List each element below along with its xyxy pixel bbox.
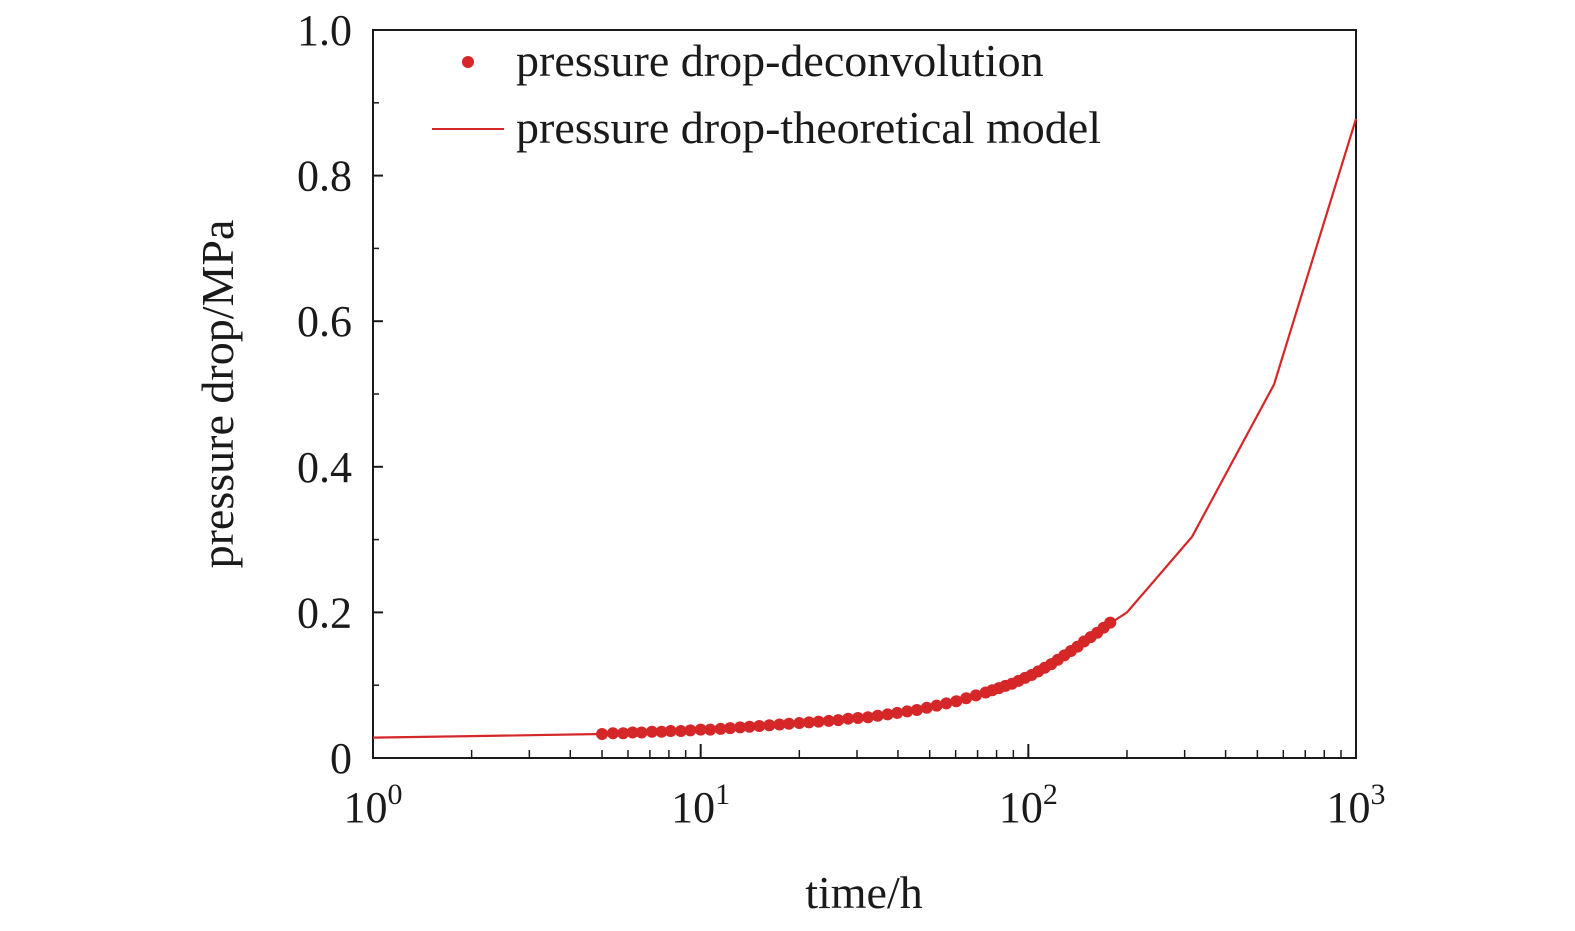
legend-label-theoretical-model: pressure drop-theoretical model: [516, 102, 1101, 153]
deconvolution-point: [714, 722, 727, 735]
deconvolution-point: [930, 699, 943, 712]
deconvolution-point: [802, 716, 815, 729]
deconvolution-point: [645, 725, 658, 738]
deconvolution-series: [596, 616, 1117, 740]
deconvolution-point: [743, 720, 756, 733]
deconvolution-point: [606, 727, 619, 740]
x-axis-title: time/h: [805, 867, 923, 918]
x-tick-label: 100: [344, 778, 403, 832]
deconvolution-point: [617, 727, 630, 740]
deconvolution-point: [734, 721, 747, 734]
deconvolution-point: [674, 725, 687, 738]
deconvolution-point: [940, 697, 953, 710]
legend-label-deconvolution: pressure drop-deconvolution: [516, 35, 1044, 86]
deconvolution-point: [822, 714, 835, 727]
y-tick-label: 0.4: [297, 443, 352, 492]
deconvolution-point: [684, 724, 697, 737]
theoretical-model-series: [372, 118, 1358, 739]
y-tick-label: 0.6: [297, 297, 352, 346]
y-axis: 0 0.2 0.4 0.6 0.8 1.0: [297, 6, 383, 783]
deconvolution-point: [920, 701, 933, 714]
legend-marker-deconvolution: [462, 56, 474, 68]
x-tick-label-base: 10: [1327, 783, 1371, 832]
deconvolution-point: [704, 723, 717, 736]
deconvolution-point: [1104, 616, 1117, 629]
x-tick-label-base: 10: [344, 783, 388, 832]
deconvolution-point: [773, 718, 786, 731]
x-tick-label: 101: [671, 778, 730, 832]
deconvolution-point: [793, 717, 806, 730]
deconvolution-point: [901, 705, 914, 718]
deconvolution-point: [881, 708, 894, 721]
deconvolution-point: [871, 709, 884, 722]
deconvolution-point: [694, 723, 707, 736]
deconvolution-point: [891, 706, 904, 719]
deconvolution-point: [842, 712, 855, 725]
deconvolution-point: [664, 725, 677, 738]
theoretical-model-line: [372, 118, 1358, 739]
deconvolution-point: [782, 717, 795, 730]
y-axis-title: pressure drop/MPa: [192, 220, 243, 569]
x-tick-label: 103: [1327, 778, 1386, 832]
x-tick-label: 102: [999, 778, 1058, 832]
deconvolution-point: [969, 689, 982, 702]
x-tick-label-exponent: 0: [388, 778, 403, 811]
deconvolution-point: [655, 725, 668, 738]
deconvolution-point: [626, 726, 639, 739]
deconvolution-point: [832, 714, 845, 727]
x-axis: 100 101 102 103: [344, 744, 1386, 832]
y-tick-label: 0: [330, 734, 352, 783]
y-tick-label: 1.0: [297, 6, 352, 55]
deconvolution-point: [960, 692, 973, 705]
deconvolution-point: [763, 719, 776, 732]
y-tick-label: 0.2: [297, 588, 352, 637]
deconvolution-point: [724, 722, 737, 735]
legend: pressure drop-deconvolution pressure dro…: [432, 35, 1101, 153]
deconvolution-point: [812, 715, 825, 728]
x-tick-label-exponent: 1: [715, 778, 730, 811]
deconvolution-point: [596, 727, 609, 740]
x-tick-label-exponent: 3: [1371, 778, 1386, 811]
deconvolution-point: [753, 719, 766, 732]
x-tick-label-exponent: 2: [1043, 778, 1058, 811]
deconvolution-point: [851, 711, 864, 724]
deconvolution-point: [910, 703, 923, 716]
deconvolution-point: [635, 726, 648, 739]
deconvolution-point: [861, 711, 874, 724]
deconvolution-point: [950, 695, 963, 708]
x-tick-label-base: 10: [999, 783, 1043, 832]
x-tick-label-base: 10: [671, 783, 715, 832]
y-tick-label: 0.8: [297, 152, 352, 201]
